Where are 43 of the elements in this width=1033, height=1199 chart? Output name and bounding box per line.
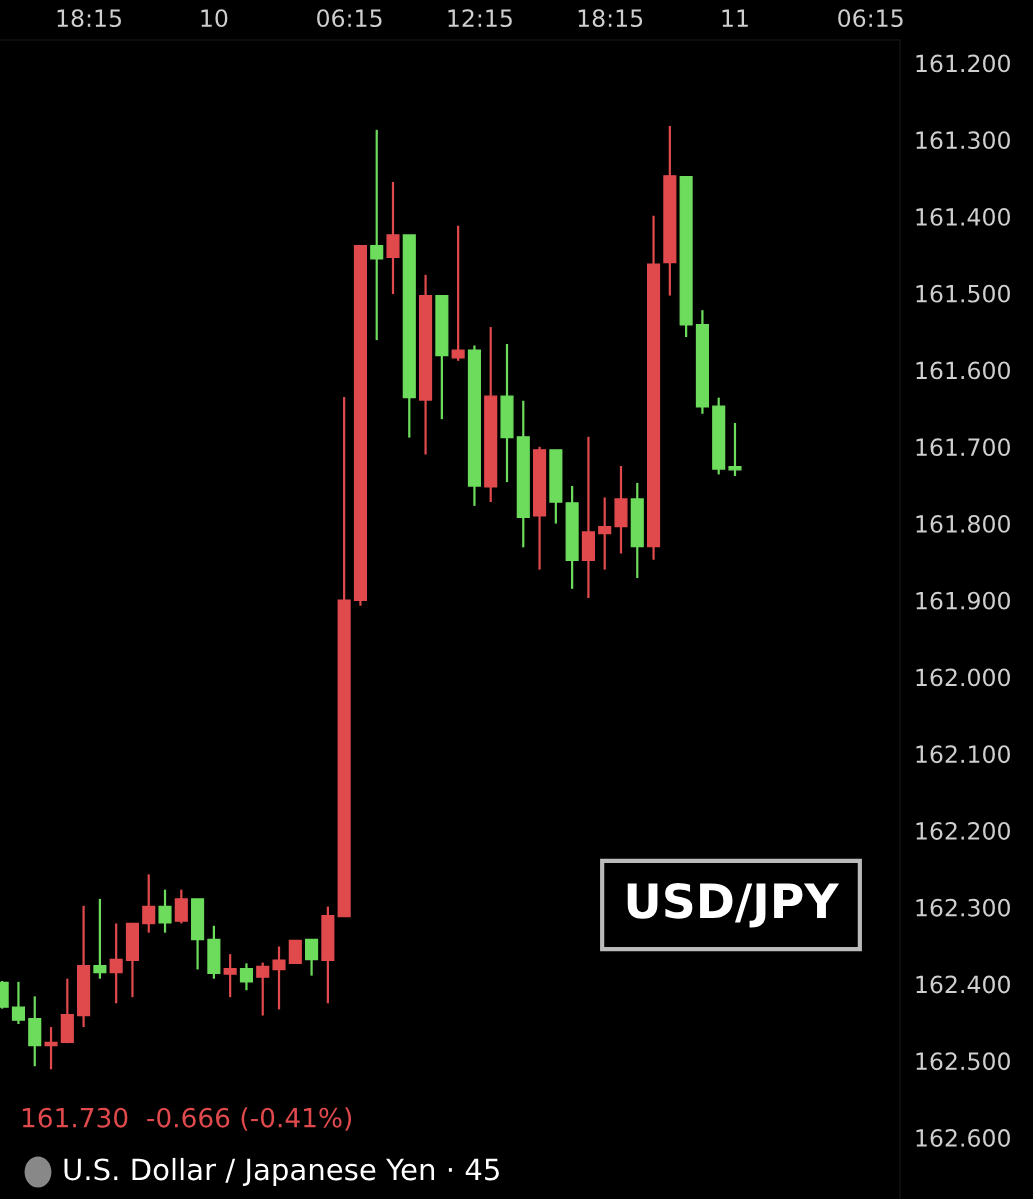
- candlestick: [305, 938, 319, 977]
- x-tick-label: 10: [201, 9, 228, 28]
- candlestick: [174, 888, 188, 925]
- y-tick-label: 161.500: [916, 284, 1010, 303]
- candlestick: [142, 873, 156, 934]
- candlestick: [109, 922, 123, 1005]
- y-tick-label: 161.800: [916, 515, 1010, 533]
- y-tick-label: 162.600: [916, 1129, 1010, 1147]
- y-tick-label: 161.200: [916, 54, 1010, 73]
- candlestick: [451, 224, 465, 362]
- y-tick-label: 162.200: [916, 822, 1010, 840]
- x-tick-label: 06:15: [317, 9, 382, 28]
- candlestick: [370, 128, 384, 342]
- y-tick-label: 161.700: [916, 438, 1010, 457]
- annotation: USD/JPY: [627, 882, 840, 928]
- annotation: 161.730 -0.666 (-0.41%): [22, 1107, 352, 1131]
- y-tick-label: 162.300: [916, 898, 1010, 917]
- candlestick: [93, 897, 107, 980]
- y-tick-label: 161.400: [916, 207, 1010, 226]
- candlestick: [158, 888, 172, 934]
- candlestick: [728, 421, 742, 478]
- y-tick-label: 161.600: [916, 361, 1010, 380]
- text: U.S. Dollar / Japanese Yen · 45: [64, 1157, 499, 1187]
- x-tick-label: 11: [722, 9, 748, 27]
- y-tick-label: 162.500: [916, 1052, 1010, 1071]
- y-tick-label: 162.000: [916, 668, 1010, 687]
- candlestick: [44, 1025, 58, 1071]
- candlestick: [386, 180, 400, 296]
- candlestick: [223, 953, 237, 999]
- y-tick-label: 162.100: [916, 745, 1010, 764]
- candlestick: [239, 962, 253, 992]
- candlestick: [288, 939, 302, 965]
- x-tick-label: 12:15: [448, 9, 512, 28]
- candlestick: [11, 980, 26, 1026]
- x-tick-label: 06:15: [838, 9, 903, 28]
- candlestick: [272, 945, 286, 1011]
- y-tick-label: 162.400: [916, 975, 1010, 994]
- candlestick: [256, 961, 270, 1017]
- x-tick-label: 18:15: [578, 9, 643, 28]
- y-tick-label: 161.900: [916, 591, 1010, 610]
- y-tick-label: 161.300: [916, 131, 1010, 150]
- candlestick: [598, 496, 612, 571]
- x-tick-label: 18:15: [57, 9, 121, 28]
